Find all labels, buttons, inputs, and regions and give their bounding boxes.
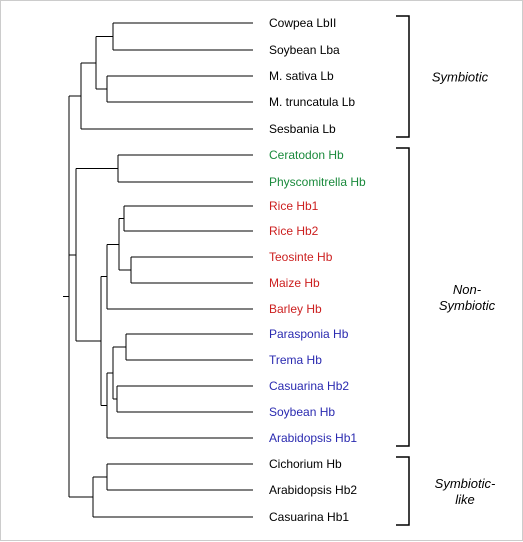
bracket-non-symbiotic <box>396 147 410 447</box>
leaf-label-sesbania-lb: Sesbania Lb <box>269 122 336 136</box>
group-label-symbiotic: Symbiotic- <box>435 476 496 491</box>
leaf-label-arabidopsis-hb2: Arabidopsis Hb2 <box>269 483 357 497</box>
leaf-label-arabidopsis-hb1: Arabidopsis Hb1 <box>269 431 357 445</box>
leaf-label-barley-hb: Barley Hb <box>269 302 322 316</box>
bracket-symbiotic <box>396 15 410 138</box>
group-label-symbiotic: Symbiotic <box>439 298 496 313</box>
leaf-label-cichorium-hb: Cichorium Hb <box>269 457 342 471</box>
leaf-label-m-truncatula-lb: M. truncatula Lb <box>269 95 355 109</box>
leaf-label-maize-hb: Maize Hb <box>269 276 320 290</box>
leaf-label-casuarina-hb2: Casuarina Hb2 <box>269 379 349 393</box>
leaf-label-teosinte-hb: Teosinte Hb <box>269 250 333 264</box>
group-label-non: Non- <box>453 282 482 297</box>
leaf-label-soybean-hb: Soybean Hb <box>269 405 335 419</box>
leaf-label-cowpea-lbii: Cowpea LbII <box>269 16 336 30</box>
bracket-symbiotic-like <box>396 456 410 526</box>
group-label-symbiotic: Symbiotic <box>432 70 489 85</box>
leaf-labels: Cowpea LbII Soybean Lba M. sativa Lb M. tru… <box>269 16 366 524</box>
leaf-label-m-sativa-lb: M. sativa Lb <box>269 69 334 83</box>
leaf-label-rice-hb1: Rice Hb1 <box>269 199 319 213</box>
leaf-label-parasponia-hb: Parasponia Hb <box>269 327 349 341</box>
leaf-label-physcomitrella-hb: Physcomitrella Hb <box>269 175 366 189</box>
leaf-label-rice-hb2: Rice Hb2 <box>269 224 319 238</box>
leaf-label-ceratodon-hb: Ceratodon Hb <box>269 148 344 162</box>
tree-branches <box>63 22 253 518</box>
leaf-label-soybean-lba: Soybean Lba <box>269 43 340 57</box>
leaf-label-trema-hb: Trema Hb <box>269 353 322 367</box>
leaf-label-casuarina-hb1: Casuarina Hb1 <box>269 510 349 524</box>
group-label-like: like <box>455 492 475 507</box>
